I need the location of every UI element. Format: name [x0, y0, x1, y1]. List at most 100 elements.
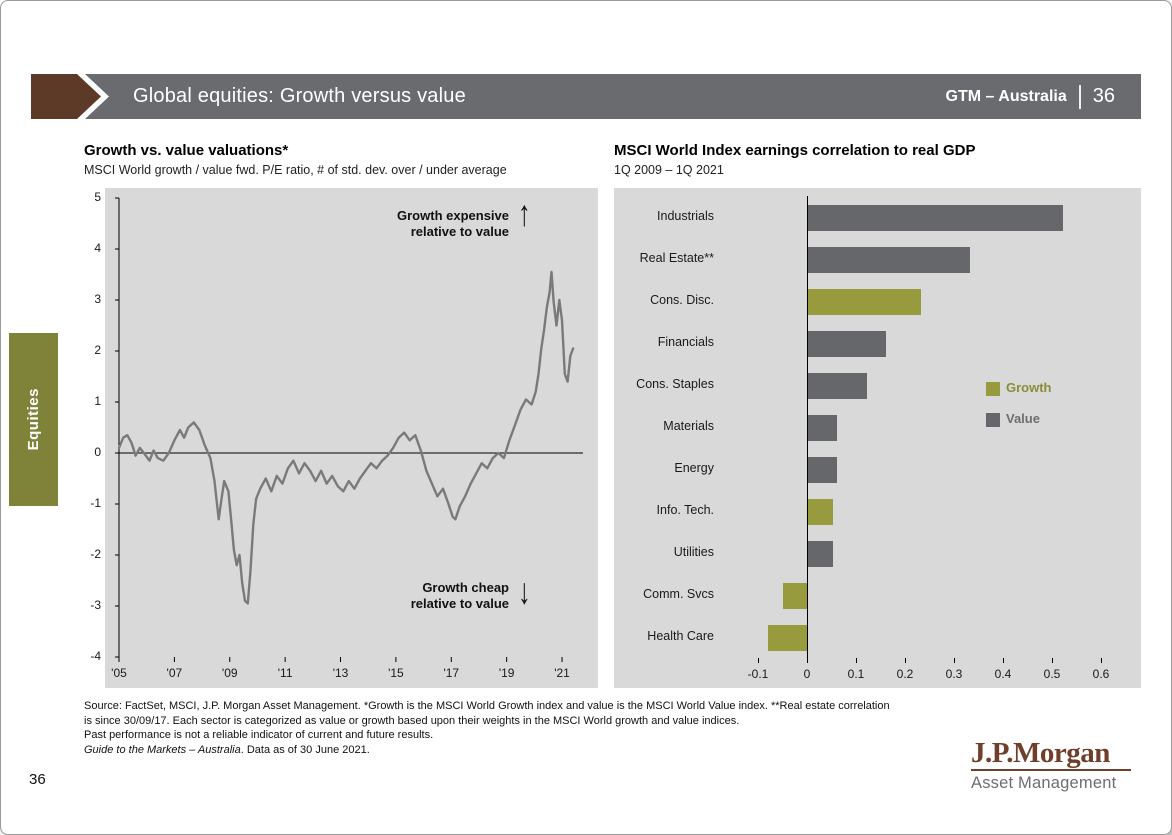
- annotation-growth-expensive: Growth expensive relative to value: [324, 208, 509, 239]
- legend-swatch-value: [986, 413, 1000, 427]
- x-axis-tick: [1003, 658, 1004, 663]
- up-arrow-icon: ↑: [518, 193, 531, 235]
- x-tick-label: '07: [166, 666, 183, 680]
- x-axis-tick: [954, 658, 955, 663]
- y-tick-label: 4: [94, 241, 101, 255]
- legend-label-value: Value: [1006, 411, 1040, 426]
- header-accent-arrow: [31, 74, 101, 119]
- right-chart-title: MSCI World Index earnings correlation to…: [614, 142, 976, 159]
- x-axis-tick-label: 0.4: [994, 667, 1012, 681]
- left-chart-subtitle: MSCI World growth / value fwd. P/E ratio…: [84, 163, 507, 177]
- bar-value: [808, 457, 838, 483]
- x-axis-tick: [856, 658, 857, 663]
- x-axis-tick-label: 0.6: [1092, 667, 1110, 681]
- y-tick-label: -4: [90, 649, 101, 663]
- footnotes: Source: FactSet, MSCI, J.P. Morgan Asset…: [84, 699, 1064, 757]
- y-tick-label: 3: [94, 292, 101, 306]
- asset-management-label: Asset Management: [971, 774, 1117, 792]
- right-chart-subtitle: 1Q 2009 – 1Q 2021: [614, 163, 724, 177]
- annotation-line: Growth expensive: [397, 208, 509, 223]
- x-axis-tick-label: -0.1: [747, 667, 769, 681]
- x-tick-label: '15: [388, 666, 404, 680]
- gtm-reference: Guide to the Markets – Australia: [84, 743, 241, 756]
- bar-category-label: Cons. Disc.: [650, 293, 714, 307]
- x-axis-tick-label: 0.1: [847, 667, 865, 681]
- bar-category-label: Cons. Staples: [636, 377, 714, 391]
- bar-category-label: Comm. Svcs: [643, 587, 714, 601]
- down-arrow-icon: ↓: [518, 571, 531, 613]
- bar-category-label: Materials: [663, 419, 714, 433]
- sidebar-tab-label: Equities: [25, 388, 42, 451]
- y-tick-label: 2: [94, 343, 101, 357]
- header-page-number: 36: [1092, 85, 1115, 107]
- x-tick-label: '21: [554, 666, 570, 680]
- bar-value: [808, 415, 838, 441]
- line-chart-plot: [105, 188, 598, 688]
- x-axis-tick-label: 0.3: [945, 667, 963, 681]
- x-axis-tick: [807, 658, 808, 663]
- left-chart-title: Growth vs. value valuations*: [84, 142, 289, 159]
- bar-zero-axis: [807, 196, 808, 660]
- sidebar-tab-equities[interactable]: Equities: [9, 333, 58, 506]
- legend-swatch-growth: [986, 382, 1000, 396]
- bar-category-label: Real Estate**: [639, 251, 714, 265]
- legend-label-growth: Growth: [1006, 380, 1052, 395]
- x-axis-tick: [1052, 658, 1053, 663]
- x-tick-label: '17: [443, 666, 460, 680]
- page-title: Global equities: Growth versus value: [133, 85, 466, 107]
- y-tick-label: -2: [90, 547, 101, 561]
- bar-category-label: Energy: [674, 461, 714, 475]
- x-axis-tick-label: 0.5: [1043, 667, 1061, 681]
- annotation-line: relative to value: [410, 223, 509, 239]
- bar-growth: [782, 583, 807, 609]
- y-tick-label: -1: [90, 496, 101, 510]
- bar-growth: [808, 289, 921, 315]
- x-axis-tick-label: 0.2: [896, 667, 914, 681]
- data-as-of: . Data as of 30 June 2021.: [240, 743, 370, 756]
- source-line-2: is since 30/09/17. Each sector is catego…: [84, 714, 740, 727]
- page-number: 36: [29, 771, 46, 788]
- logo-divider: [971, 769, 1131, 771]
- source-line-4: Guide to the Markets – Australia. Data a…: [84, 743, 1064, 758]
- bar-growth: [767, 625, 807, 651]
- gtm-label: GTM – Australia: [945, 87, 1067, 105]
- bar-chart-panel: MSCI World Index earnings correlation to…: [614, 136, 1141, 693]
- x-axis-tick: [905, 658, 906, 663]
- line-chart-panel: Growth vs. value valuations* MSCI World …: [84, 136, 598, 693]
- annotation-line: relative to value: [410, 595, 509, 611]
- bar-chart-area: Industrials Real Estate** Cons. Disc. Finan…: [614, 188, 1141, 688]
- y-tick-label: -3: [90, 598, 101, 612]
- annotation-growth-cheap: Growth cheap relative to value: [324, 580, 509, 611]
- y-tick-label: 1: [94, 394, 101, 408]
- bar-growth: [808, 499, 833, 525]
- x-axis-tick: [1101, 658, 1102, 663]
- bar-category-label: Health Care: [647, 629, 714, 643]
- bar-value: [808, 331, 887, 357]
- header-divider: [1078, 84, 1081, 109]
- header-bar: Global equities: Growth versus value GTM…: [85, 74, 1141, 119]
- jpmorgan-logo-wordmark: J.P.Morgan: [971, 737, 1110, 769]
- x-tick-label: '05: [111, 666, 127, 680]
- y-tick-label: 0: [94, 445, 101, 459]
- bar-value: [808, 373, 867, 399]
- y-tick-label: 5: [94, 190, 101, 204]
- bar-category-label: Industrials: [657, 209, 714, 223]
- bar-value: [808, 541, 833, 567]
- bar-category-label: Financials: [657, 335, 714, 349]
- x-axis-tick-label: 0: [803, 667, 811, 681]
- annotation-line: Growth cheap: [422, 580, 509, 595]
- bar-value: [808, 247, 970, 273]
- x-axis-tick: [758, 658, 759, 663]
- source-line-1: Source: FactSet, MSCI, J.P. Morgan Asset…: [84, 700, 890, 712]
- source-line-3: Past performance is not a reliable indic…: [84, 729, 434, 741]
- x-tick-label: '19: [498, 666, 515, 680]
- jpmorgan-logo: J.P.Morgan Asset Management: [971, 738, 1131, 793]
- header-right: GTM – Australia 36: [945, 84, 1115, 109]
- x-tick-label: '13: [332, 666, 349, 680]
- x-tick-label: '11: [277, 666, 293, 680]
- bar-category-label: Utilities: [673, 545, 714, 559]
- bar-category-label: Info. Tech.: [656, 503, 714, 517]
- x-tick-label: '09: [221, 666, 238, 680]
- bar-value: [808, 205, 1063, 231]
